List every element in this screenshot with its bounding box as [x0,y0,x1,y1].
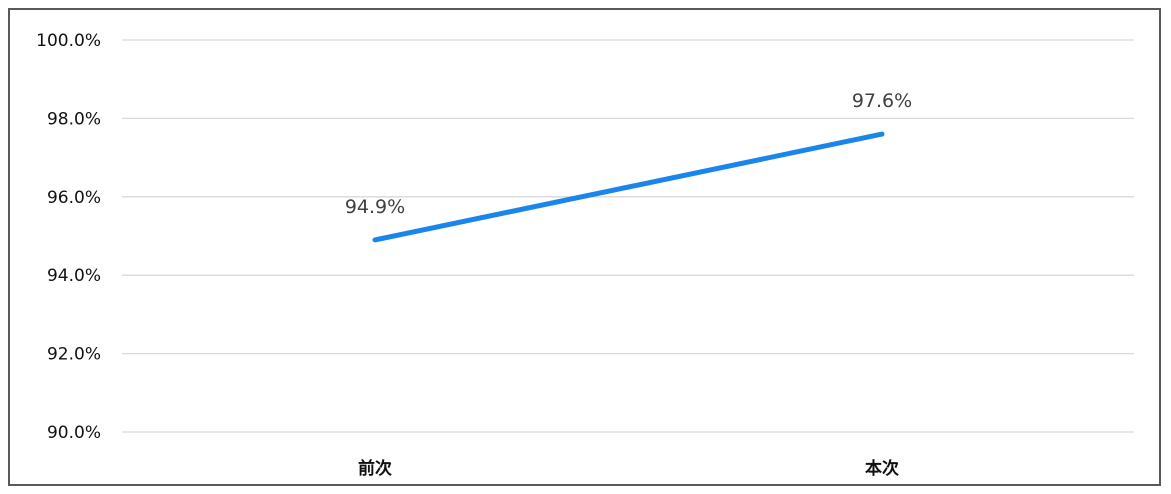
y-tick-label: 94.0% [47,266,101,286]
y-tick-label: 96.0% [47,188,101,208]
data-label: 94.9% [345,196,405,218]
y-tick-label: 98.0% [47,109,101,129]
y-tick-label: 90.0% [47,423,101,443]
x-tick-label: 本次 [865,458,899,479]
y-tick-label: 92.0% [47,345,101,365]
series-line [372,131,885,243]
x-tick-label: 前次 [358,458,392,479]
data-label: 97.6% [852,90,912,112]
y-tick-label: 100.0% [36,31,101,51]
chart-frame [8,8,1161,486]
